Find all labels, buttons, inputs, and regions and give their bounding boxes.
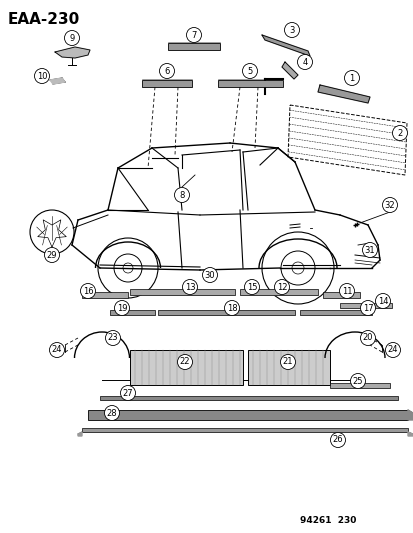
Circle shape	[280, 354, 295, 369]
Circle shape	[350, 374, 365, 389]
Text: 15: 15	[246, 282, 256, 292]
Circle shape	[392, 125, 406, 141]
Text: 13: 13	[184, 282, 195, 292]
Text: 5: 5	[247, 67, 252, 76]
Circle shape	[330, 432, 345, 448]
FancyBboxPatch shape	[130, 289, 235, 295]
Text: 25: 25	[352, 376, 362, 385]
Circle shape	[344, 70, 358, 85]
FancyBboxPatch shape	[130, 350, 242, 385]
Text: 11: 11	[341, 287, 351, 295]
Circle shape	[242, 63, 257, 78]
Text: 24: 24	[52, 345, 62, 354]
Circle shape	[284, 22, 299, 37]
Text: 14: 14	[377, 296, 387, 305]
Text: 27: 27	[122, 389, 133, 398]
Circle shape	[202, 268, 217, 282]
Text: 17: 17	[362, 303, 373, 312]
Text: 6: 6	[164, 67, 169, 76]
Text: 26: 26	[332, 435, 342, 445]
FancyBboxPatch shape	[168, 43, 219, 50]
Circle shape	[339, 284, 354, 298]
FancyBboxPatch shape	[218, 80, 282, 87]
FancyBboxPatch shape	[100, 396, 397, 400]
Text: 94261  230: 94261 230	[299, 516, 356, 525]
FancyBboxPatch shape	[322, 292, 359, 298]
Circle shape	[274, 279, 289, 295]
Text: 2: 2	[396, 128, 402, 138]
Circle shape	[80, 284, 95, 298]
FancyBboxPatch shape	[299, 310, 371, 315]
Text: 28: 28	[107, 408, 117, 417]
Circle shape	[104, 406, 119, 421]
Text: 31: 31	[364, 246, 375, 254]
Polygon shape	[281, 62, 297, 79]
Polygon shape	[261, 35, 309, 56]
Text: 10: 10	[37, 71, 47, 80]
FancyBboxPatch shape	[247, 350, 329, 385]
Polygon shape	[317, 85, 369, 103]
Circle shape	[360, 301, 375, 316]
FancyBboxPatch shape	[158, 310, 294, 315]
Text: 3: 3	[289, 26, 294, 35]
Circle shape	[375, 294, 389, 309]
Circle shape	[64, 30, 79, 45]
Text: EAA-230: EAA-230	[8, 12, 80, 27]
Text: 16: 16	[83, 287, 93, 295]
Circle shape	[244, 279, 259, 295]
Text: 30: 30	[204, 271, 215, 279]
Circle shape	[182, 279, 197, 295]
Text: 9: 9	[69, 34, 74, 43]
Text: 18: 18	[226, 303, 237, 312]
Text: 19: 19	[116, 303, 127, 312]
Text: 7: 7	[191, 30, 196, 39]
Text: 20: 20	[362, 334, 373, 343]
Circle shape	[360, 330, 375, 345]
Text: 24: 24	[387, 345, 397, 354]
FancyBboxPatch shape	[142, 80, 192, 87]
Text: 4: 4	[301, 58, 307, 67]
Text: 1: 1	[349, 74, 354, 83]
Circle shape	[105, 330, 120, 345]
FancyBboxPatch shape	[82, 428, 407, 432]
Circle shape	[385, 343, 399, 358]
Circle shape	[34, 69, 50, 84]
Circle shape	[297, 54, 312, 69]
Circle shape	[224, 301, 239, 316]
Circle shape	[177, 354, 192, 369]
Text: 23: 23	[107, 334, 118, 343]
Circle shape	[44, 247, 59, 262]
FancyBboxPatch shape	[329, 383, 389, 388]
Circle shape	[382, 198, 396, 213]
Text: 29: 29	[47, 251, 57, 260]
Text: 21: 21	[282, 358, 292, 367]
Circle shape	[114, 301, 129, 316]
Text: 32: 32	[384, 200, 394, 209]
FancyBboxPatch shape	[88, 410, 407, 420]
Polygon shape	[55, 47, 90, 58]
Circle shape	[120, 385, 135, 400]
Polygon shape	[407, 432, 412, 436]
Polygon shape	[78, 432, 82, 436]
Polygon shape	[50, 78, 65, 84]
Text: 22: 22	[179, 358, 190, 367]
Circle shape	[186, 28, 201, 43]
Circle shape	[159, 63, 174, 78]
FancyBboxPatch shape	[339, 303, 391, 308]
Text: 12: 12	[276, 282, 287, 292]
Text: 8: 8	[179, 190, 184, 199]
Circle shape	[50, 343, 64, 358]
FancyBboxPatch shape	[82, 292, 128, 298]
FancyBboxPatch shape	[240, 289, 317, 295]
FancyBboxPatch shape	[110, 310, 154, 315]
Circle shape	[174, 188, 189, 203]
Circle shape	[362, 243, 377, 257]
Polygon shape	[407, 410, 412, 420]
